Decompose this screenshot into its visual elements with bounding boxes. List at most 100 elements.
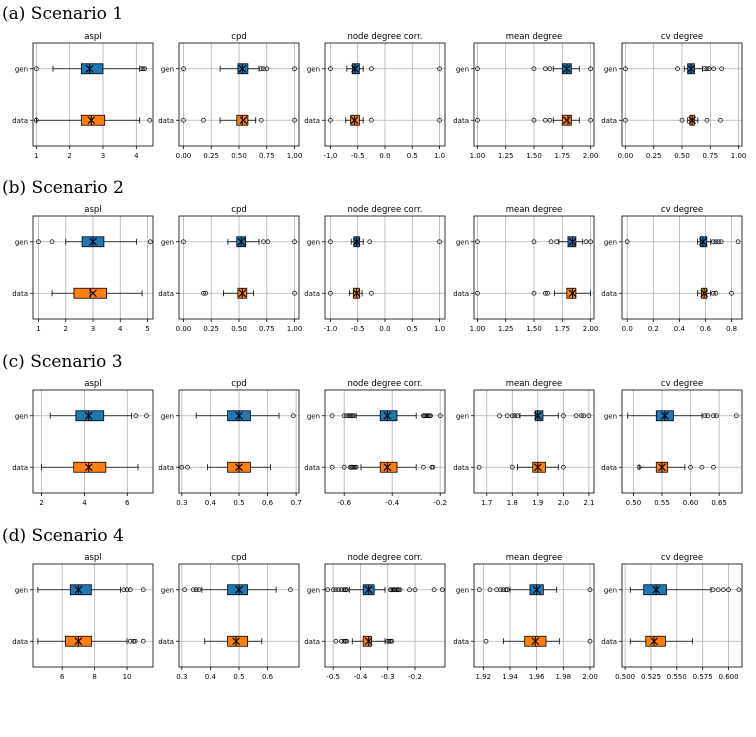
outlier-point <box>329 413 335 419</box>
outlier-point <box>587 638 593 644</box>
y-tick-label: gen <box>456 412 469 420</box>
boxplot-panel: aspl 2 4 6 gen data <box>12 379 154 507</box>
outlier-point <box>142 66 148 72</box>
x-tick-label: 0.0 <box>622 325 633 333</box>
outlier-point <box>430 464 436 470</box>
outlier-point <box>258 117 264 123</box>
x-tick-label: 4 <box>82 499 87 507</box>
mean-marker <box>383 411 392 420</box>
outlier-point <box>715 587 721 593</box>
mean-marker <box>74 637 83 646</box>
outlier-point <box>201 117 206 123</box>
x-tick-label: 1.96 <box>529 673 545 681</box>
outlier-point <box>292 239 297 245</box>
scenario-title: (b) Scenario 2 <box>2 178 124 198</box>
outlier-point <box>702 66 707 72</box>
x-tick-label: 3 <box>101 152 105 160</box>
y-tick-label: gen <box>15 412 28 420</box>
x-tick-label: 2.0 <box>558 499 569 507</box>
boxplot-panel: node degree corr. -1.0 -0.5 0.0 0.5 1.0 gen dat… <box>304 32 446 160</box>
panel-title: node degree corr. <box>347 205 422 215</box>
mean-marker <box>660 411 669 420</box>
x-tick-label: 0.0 <box>379 325 390 333</box>
y-tick-label: gen <box>161 586 174 594</box>
x-tick-label: 2.00 <box>582 673 598 681</box>
x-tick-label: 1.8 <box>507 499 518 507</box>
gen-box <box>227 584 248 596</box>
x-tick-label: 0.500 <box>615 673 635 681</box>
outlier-point <box>394 587 400 593</box>
outlier-point <box>679 117 685 123</box>
panel-frame <box>621 42 743 147</box>
x-tick-label: 0.00 <box>176 152 192 160</box>
outlier-point <box>710 587 716 593</box>
x-tick-label: -0.2 <box>408 673 422 681</box>
outlier-point <box>182 587 188 593</box>
gen-box <box>379 410 398 422</box>
panel-frame <box>473 215 595 320</box>
y-tick-label: gen <box>15 65 28 73</box>
mean-marker <box>89 289 97 298</box>
panel-frame <box>473 42 595 147</box>
panel-frame <box>178 215 300 320</box>
y-tick-label: gen <box>604 65 617 73</box>
x-tick-label: 1.7 <box>481 499 492 507</box>
mean-marker <box>352 289 361 298</box>
y-tick-label: data <box>12 290 28 298</box>
x-tick-label: -0.4 <box>385 499 399 507</box>
boxplot-panel: node degree corr. -0.6 -0.4 -0.2 gen data <box>304 379 447 507</box>
outlier-point <box>407 587 412 593</box>
outlier-point <box>726 587 731 593</box>
x-tick-label: 2.00 <box>583 152 599 160</box>
x-tick-label: 0.6 <box>262 499 274 507</box>
outlier-point <box>531 239 537 245</box>
outlier-point <box>344 587 350 593</box>
y-tick-label: data <box>601 464 617 472</box>
panel-frame <box>473 389 595 494</box>
outlier-point <box>258 66 264 72</box>
outlier-point <box>33 66 39 72</box>
x-tick-label: 0.8 <box>726 325 737 333</box>
outlier-point <box>497 413 502 419</box>
panel-frame <box>32 389 154 494</box>
mean-marker <box>364 637 373 646</box>
panel-title: cpd <box>231 379 246 389</box>
x-tick-label: 0.75 <box>259 325 275 333</box>
x-tick-label: 3 <box>91 325 95 333</box>
x-tick-label: -1.0 <box>324 152 338 160</box>
outlier-point <box>729 290 734 296</box>
panel-frame <box>324 563 446 668</box>
outlier-point <box>561 464 566 470</box>
outlier-point <box>711 464 716 470</box>
panel-frame <box>621 215 743 320</box>
x-tick-label: 1.75 <box>555 152 571 160</box>
scenario-title: (c) Scenario 3 <box>2 352 123 372</box>
outlier-point <box>736 587 742 593</box>
x-tick-label: 10 <box>123 673 132 681</box>
outlier-point <box>588 239 593 245</box>
x-tick-label: -0.4 <box>354 673 368 681</box>
outlier-point <box>341 587 347 593</box>
x-tick-label: 1.50 <box>526 152 542 160</box>
x-tick-label: 0.75 <box>259 152 275 160</box>
outlier-point <box>325 587 331 593</box>
x-tick-label: -0.2 <box>433 499 447 507</box>
outlier-point <box>140 587 146 593</box>
outlier-point <box>328 117 333 123</box>
y-tick-label: gen <box>161 238 174 246</box>
x-tick-label: -0.5 <box>326 673 340 681</box>
panel-title: aspl <box>84 32 101 42</box>
panel-frame <box>178 42 300 147</box>
outlier-point <box>292 66 297 72</box>
data-box <box>532 461 546 473</box>
scenario-title: (a) Scenario 1 <box>2 4 124 24</box>
outlier-point <box>547 117 553 123</box>
x-tick-label: 0.25 <box>203 152 219 160</box>
outlier-point <box>367 239 373 245</box>
gen-box <box>534 410 544 422</box>
x-tick-label: 0.50 <box>626 499 642 507</box>
mean-marker <box>235 463 243 472</box>
outlier-point <box>713 290 719 296</box>
mean-marker <box>238 64 247 73</box>
outlier-point <box>587 587 593 593</box>
